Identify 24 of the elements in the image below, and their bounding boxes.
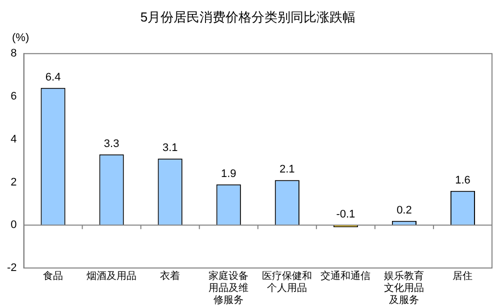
x-tick-label: 交通和通信 — [320, 270, 371, 282]
data-label: 0.2 — [396, 204, 412, 216]
data-label: -0.1 — [336, 208, 356, 221]
x-tick-label: 医疗保健和个人用品 — [262, 270, 312, 294]
data-label: 2.1 — [280, 164, 295, 176]
chart-title: 5月份居民消费价格分类别同比涨跌幅 — [140, 9, 356, 24]
data-label: 1.6 — [455, 174, 470, 186]
x-tick-label: 烟酒及用品 — [86, 270, 137, 282]
y-axis-title: (%) — [12, 32, 30, 44]
data-label: 3.1 — [162, 142, 178, 154]
x-tick-label: 衣着 — [160, 270, 180, 282]
x-tick-label: 居住 — [452, 270, 473, 282]
data-label: 3.3 — [104, 138, 120, 150]
y-tick-label: 6 — [10, 90, 17, 103]
y-tick-label: 0 — [10, 219, 17, 232]
data-label: 6.4 — [45, 71, 61, 84]
y-tick-label: 8 — [10, 48, 17, 60]
y-tick-label: 2 — [10, 176, 17, 188]
y-tick-label: 4 — [10, 133, 17, 146]
y-tick-label: -2 — [7, 262, 17, 274]
x-tick-label: 食品 — [43, 270, 64, 282]
x-tick-label: 家庭设备用品及维修服务 — [208, 270, 249, 306]
x-tick-label: 娱乐教育文化用品及服务 — [384, 270, 424, 306]
data-label: 1.9 — [220, 168, 236, 180]
